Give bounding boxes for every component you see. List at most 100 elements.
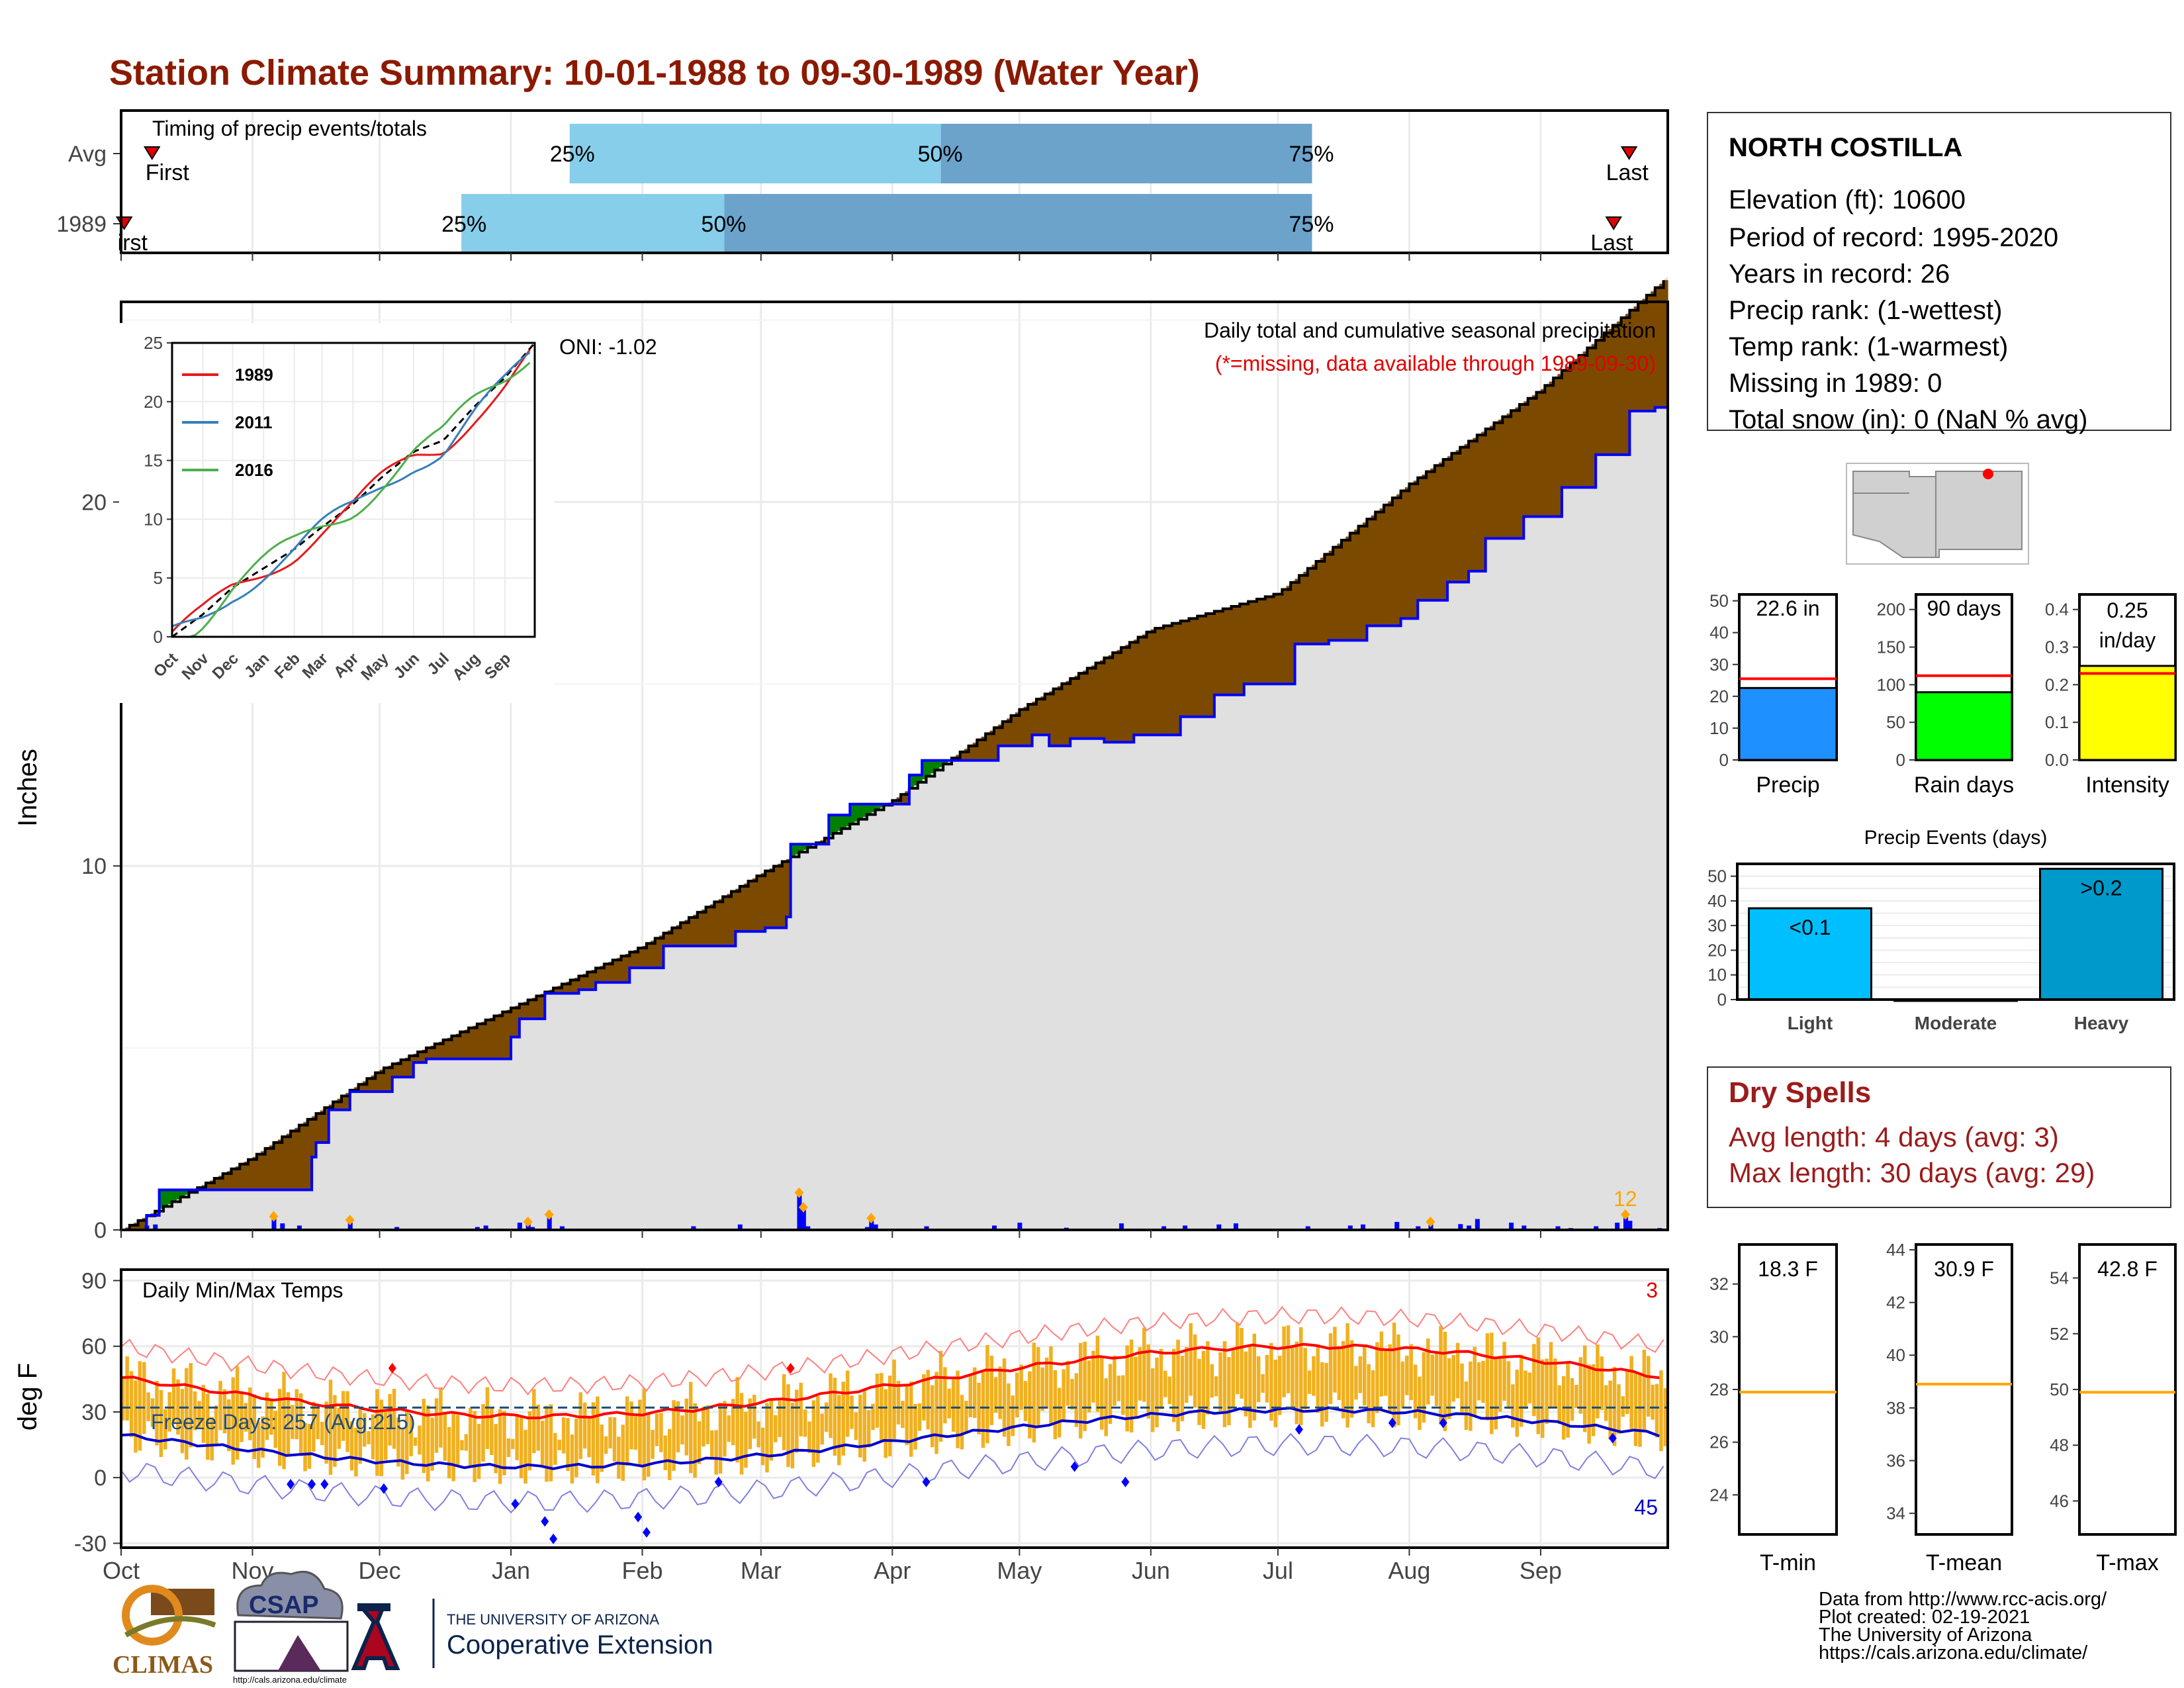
below-normal-fill (265, 1148, 270, 1190)
daily-precip-bar (1623, 1217, 1628, 1230)
summary-ytick-label: 150 (1877, 637, 1905, 657)
daily-temp-bar (218, 1381, 222, 1430)
below-normal-fill (1604, 332, 1609, 455)
below-normal-fill (333, 1102, 338, 1110)
daily-temp-bar (1159, 1348, 1163, 1409)
daily-precip-bar (924, 1226, 929, 1230)
daily-temp-bar (774, 1415, 778, 1442)
daily-temp-bar (557, 1439, 561, 1450)
below-normal-fill (1371, 515, 1376, 626)
below-normal-fill (1066, 680, 1071, 746)
below-normal-fill (1608, 329, 1614, 455)
below-normal-fill (981, 737, 986, 761)
summary-bar-value (1738, 686, 1838, 761)
below-normal-fill (1655, 287, 1660, 408)
daily-temp-bar (1015, 1372, 1019, 1418)
daily-precip-bar (1233, 1223, 1238, 1230)
below-normal-fill (1307, 568, 1312, 644)
below-normal-fill (1494, 422, 1499, 539)
daily-temp-bar (1328, 1333, 1333, 1404)
below-normal-fill (608, 962, 614, 983)
below-normal-fill (739, 886, 745, 932)
footer-line-4: https://cals.arizona.edu/climate/ (1819, 1642, 2088, 1664)
daily-temp-bar (506, 1438, 511, 1458)
daily-temp-bar (756, 1421, 760, 1448)
footer-line-2: Plot created: 02-19-2021 (1819, 1607, 2030, 1628)
timing-frame (120, 109, 1669, 254)
daily-temp-bar (1125, 1345, 1129, 1432)
daily-precip-bar (1119, 1223, 1124, 1230)
daily-temp-bar (1036, 1346, 1040, 1429)
month-axis: Oct Nov Dec Jan Feb Mar Apr May Jun Jul Aug Sep (103, 1557, 1562, 1584)
daily-temp-bar (155, 1381, 159, 1446)
daily-temp-bar (858, 1394, 862, 1458)
daily-temp-bar (1176, 1339, 1180, 1432)
above-normal-fill (837, 815, 842, 831)
daily-temp-bar (206, 1393, 210, 1460)
daily-temp-bar (1019, 1364, 1023, 1410)
events-ytick-label: 50 (1707, 867, 1727, 886)
daily-temp-bar (1312, 1356, 1316, 1396)
daily-temp-bar (1002, 1358, 1007, 1437)
daily-temp-bar (1180, 1356, 1185, 1422)
daily-temp-bar (1600, 1356, 1604, 1411)
daily-temp-bar (197, 1401, 201, 1428)
below-normal-fill (1074, 676, 1079, 739)
below-normal-fill (298, 1125, 304, 1190)
below-normal-fill (273, 1143, 279, 1190)
below-normal-fill (536, 996, 541, 1019)
timing-last-label: Last (1590, 230, 1633, 256)
events-bar (2039, 867, 2163, 1001)
daily-temp-bar (672, 1400, 676, 1472)
precip-count-label: 12 (1614, 1187, 1637, 1211)
daily-temp-bar (549, 1404, 553, 1481)
daily-temp-bar (1633, 1372, 1638, 1446)
daily-temp-bar (455, 1415, 460, 1467)
daily-temp-bar (328, 1380, 333, 1475)
temp-bar-ytick-label: 54 (2050, 1268, 2069, 1288)
below-normal-fill (418, 1051, 423, 1063)
daily-temp-bar (451, 1411, 455, 1481)
daily-precip-bar (1394, 1221, 1400, 1230)
daily-temp-bar (1095, 1335, 1100, 1412)
daily-temp-bar (418, 1425, 422, 1455)
below-normal-fill (324, 1107, 330, 1143)
daily-temp-bar (709, 1430, 714, 1460)
temp-ytick-label: 0 (94, 1466, 107, 1491)
record-low-marker-icon (1439, 1417, 1447, 1429)
below-normal-fill (392, 1064, 397, 1078)
daily-temp-bar (1434, 1351, 1439, 1407)
below-normal-fill (1324, 554, 1330, 644)
inset-ytick-label: 0 (154, 627, 163, 647)
below-normal-fill (1345, 536, 1351, 641)
temp-bar-ytick-label: 24 (1709, 1485, 1729, 1505)
summary-bars: 22.6 in 0 10 20 30 40 50 Precip 90 days 0 50 100 150… (1709, 591, 2177, 798)
daily-temp-bar (1646, 1356, 1651, 1417)
temp-bar-label: 18.3 F (1758, 1257, 1818, 1281)
below-normal-fill (570, 980, 575, 994)
record-low-marker-icon (1295, 1424, 1303, 1435)
below-normal-fill (1291, 582, 1296, 684)
daily-temp-bar (1418, 1376, 1422, 1430)
above-normal-fill (922, 760, 927, 780)
below-normal-fill (485, 1019, 490, 1059)
below-normal-fill (1032, 702, 1037, 735)
daily-temp-bar (820, 1413, 824, 1445)
daily-temp-bar (371, 1414, 375, 1460)
daily-temp-bar (951, 1376, 956, 1432)
timing-panel: 25% 50% 75% First Last Avg 25% 50% 75% irst Last 19… (56, 109, 1669, 261)
daily-precip-bar (559, 1226, 565, 1230)
precip-ytick-label: 20 (81, 490, 107, 515)
daily-temp-bar (430, 1417, 434, 1471)
heavy-day-marker-icon (345, 1215, 355, 1226)
daily-temp-bar (1303, 1348, 1307, 1410)
below-normal-fill (617, 958, 622, 983)
below-normal-fill (1265, 596, 1270, 684)
daily-temp-bar (349, 1421, 354, 1471)
below-normal-fill (1155, 628, 1160, 735)
above-normal-fill (829, 815, 834, 836)
daily-temp-bar (434, 1398, 439, 1453)
below-normal-fill (1108, 655, 1113, 743)
below-normal-fill (1532, 395, 1537, 517)
daily-temp-bar (1185, 1346, 1189, 1403)
